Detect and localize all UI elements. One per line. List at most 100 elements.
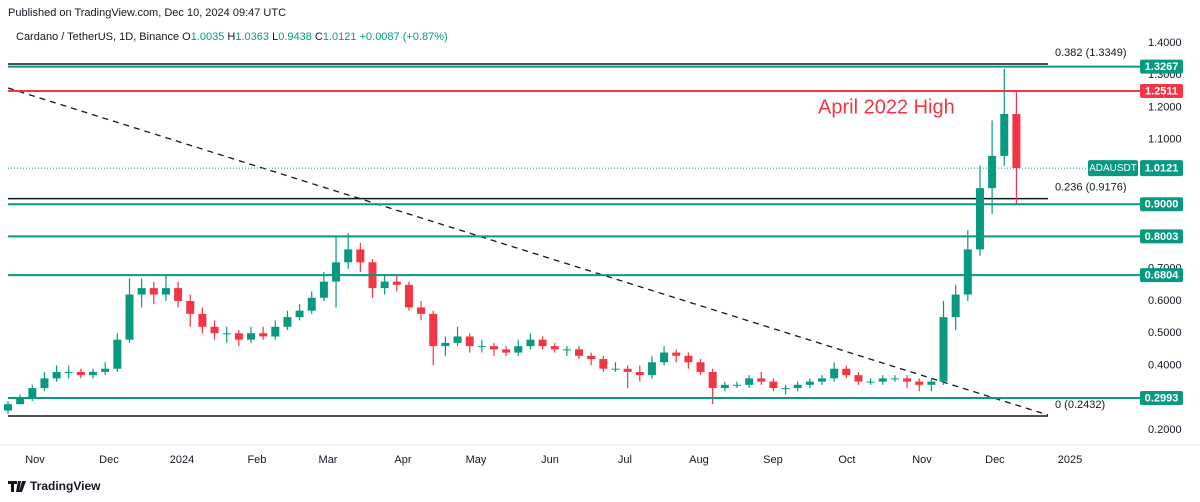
candle-body bbox=[52, 371, 61, 379]
candle-body bbox=[647, 362, 656, 376]
candle-body bbox=[854, 375, 863, 382]
level-label: 0.9000 bbox=[1145, 199, 1179, 211]
last-price-box bbox=[1140, 160, 1183, 177]
candle-body bbox=[903, 378, 912, 382]
change: +0.0087 (+0.87%) bbox=[359, 31, 448, 43]
ohlc-key: O bbox=[182, 31, 191, 43]
candle-body bbox=[599, 359, 608, 369]
candle-body bbox=[76, 371, 85, 376]
candle-body bbox=[259, 333, 268, 337]
candle-body bbox=[137, 288, 146, 295]
y-tick-label: 0.6000 bbox=[1148, 295, 1182, 307]
ohlc: O1.0035 H1.0363 L0.9438 C1.0121 bbox=[182, 31, 359, 43]
x-tick-label: 2025 bbox=[1058, 454, 1082, 466]
candle-body bbox=[526, 339, 535, 347]
candle-body bbox=[28, 388, 37, 398]
candle-body bbox=[477, 346, 486, 348]
y-tick-label: 1.1000 bbox=[1148, 134, 1182, 146]
candle-body bbox=[878, 378, 887, 382]
x-tick-label: Nov bbox=[912, 454, 932, 466]
level-box bbox=[1140, 197, 1183, 212]
candle-body bbox=[89, 371, 98, 376]
candle-body bbox=[40, 378, 49, 389]
candle-body bbox=[271, 326, 280, 337]
candle-body bbox=[939, 317, 948, 382]
candle-body bbox=[951, 294, 960, 318]
candle-body bbox=[198, 313, 207, 327]
candle-body bbox=[295, 310, 304, 318]
x-tick-label: Jul bbox=[618, 454, 632, 466]
legend-row: Cardano / TetherUS, 1D, Binance O1.0035 … bbox=[16, 31, 448, 43]
ohlc-key: H bbox=[227, 31, 236, 43]
candle-body bbox=[660, 352, 669, 363]
candle-body bbox=[307, 297, 316, 311]
level-label: 1.3267 bbox=[1145, 61, 1179, 73]
candle-body bbox=[246, 333, 255, 340]
x-tick-label: Mar bbox=[319, 454, 338, 466]
x-tick-label: Dec bbox=[985, 454, 1005, 466]
level-label: 0.6804 bbox=[1145, 269, 1180, 281]
y-tick-label: 1.4000 bbox=[1148, 37, 1182, 49]
candle-body bbox=[4, 404, 12, 411]
ohlc-value: 1.0121 bbox=[322, 31, 357, 43]
candle-body bbox=[125, 294, 134, 340]
x-tick-label: Apr bbox=[394, 454, 411, 466]
ohlc-value: 1.0035 bbox=[190, 31, 225, 43]
level-label: 0.8003 bbox=[1145, 231, 1179, 243]
ohlc-key: L bbox=[272, 31, 279, 43]
candle-body bbox=[830, 368, 839, 379]
candle-body bbox=[781, 388, 790, 390]
y-tick-label: 0.2000 bbox=[1148, 424, 1182, 436]
candle-body bbox=[186, 300, 195, 314]
x-tick-label: Nov bbox=[25, 454, 45, 466]
x-tick-label: Feb bbox=[247, 454, 266, 466]
candle-body bbox=[866, 381, 875, 383]
x-tick-label: Aug bbox=[689, 454, 709, 466]
brand: TradingView bbox=[30, 479, 101, 493]
annotation: April 2022 High bbox=[818, 96, 955, 118]
candle-body bbox=[975, 188, 984, 250]
candle-body bbox=[319, 281, 328, 298]
logo bbox=[8, 481, 26, 492]
x-tick-label: May bbox=[466, 454, 487, 466]
x-tick-label: Oct bbox=[838, 454, 855, 466]
candle-body bbox=[793, 384, 802, 389]
y-tick-label: 1.2000 bbox=[1148, 101, 1182, 113]
candle-body bbox=[514, 346, 523, 353]
candle-body bbox=[769, 381, 778, 389]
y-tick-label: 0.4000 bbox=[1148, 359, 1182, 371]
candle-body bbox=[161, 288, 170, 295]
candle-body bbox=[441, 342, 450, 347]
candle-body bbox=[927, 381, 936, 385]
candle-body bbox=[1000, 113, 1009, 156]
level-box bbox=[1140, 268, 1183, 283]
x-tick-label: 2024 bbox=[170, 454, 194, 466]
fib-label: 0 (0.2432) bbox=[1055, 399, 1105, 411]
candle-body bbox=[113, 339, 122, 369]
candle-body bbox=[684, 355, 693, 363]
level-box bbox=[1140, 59, 1183, 74]
candle-body bbox=[550, 346, 559, 350]
last-price-name-box bbox=[1088, 160, 1138, 177]
candle-body bbox=[210, 326, 219, 334]
y-tick-label: 0.5000 bbox=[1148, 327, 1182, 339]
level-box bbox=[1140, 390, 1183, 405]
fib-label: 0.382 (1.3349) bbox=[1055, 47, 1127, 59]
candle-body bbox=[222, 333, 231, 335]
candle-body bbox=[174, 288, 183, 301]
candle-body bbox=[489, 346, 498, 350]
candle-body bbox=[672, 352, 681, 356]
level-box bbox=[1140, 84, 1183, 99]
candle-body bbox=[805, 381, 814, 385]
fib-label: 0.236 (0.9176) bbox=[1055, 181, 1127, 193]
candle-body bbox=[392, 281, 401, 285]
candle-body bbox=[465, 336, 474, 347]
candle-body bbox=[708, 371, 717, 389]
published: Published on TradingView.com, Dec 10, 20… bbox=[8, 7, 287, 19]
candle-body bbox=[417, 307, 426, 314]
candle-body bbox=[380, 281, 389, 289]
candle-body bbox=[623, 368, 632, 372]
x-tick-label: Jun bbox=[541, 454, 559, 466]
candle-body bbox=[453, 336, 462, 343]
